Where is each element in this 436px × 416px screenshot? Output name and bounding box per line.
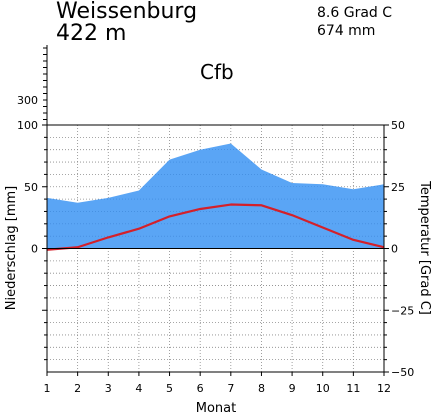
data-layer [46, 143, 385, 251]
right-tick-label: 50 [391, 119, 405, 132]
x-tick-label: 7 [227, 382, 234, 395]
annual-precipitation: 674 mm [317, 23, 376, 39]
x-axis-title: Monat [196, 401, 236, 416]
precipitation-area [47, 143, 384, 249]
mean-temperature: 8.6 Grad C [317, 5, 393, 21]
left-compressed-tick-label: 300 [17, 94, 38, 107]
right-tick-label: 25 [391, 181, 405, 194]
left-tick-label: 0 [31, 243, 38, 256]
left-tick-label: 50 [24, 181, 38, 194]
left-axis-title: Niederschlag [mm] [4, 186, 19, 311]
station-name: Weissenburg [56, 0, 198, 24]
x-tick-label: 8 [258, 382, 265, 395]
right-axis-title: Temperatur [Grad C] [417, 180, 432, 315]
x-tick-label: 1 [44, 382, 51, 395]
right-tick-label: −25 [391, 304, 414, 317]
x-tick-label: 2 [74, 382, 81, 395]
x-tick-label: 10 [316, 382, 330, 395]
x-tick-label: 3 [105, 382, 112, 395]
axes [42, 45, 389, 376]
left-tick-label: 100 [17, 119, 38, 132]
x-tick-label: 12 [377, 382, 391, 395]
x-tick-label: 9 [289, 382, 296, 395]
x-tick-label: 5 [166, 382, 173, 395]
x-tick-label: 6 [197, 382, 204, 395]
station-altitude: 422 m [56, 21, 127, 46]
climate-classification: Cfb [200, 60, 234, 84]
x-tick-label: 4 [135, 382, 142, 395]
right-tick-label: 0 [391, 243, 398, 256]
temperature-line [46, 203, 385, 251]
right-tick-label: −50 [391, 366, 414, 379]
x-tick-label: 11 [346, 382, 360, 395]
